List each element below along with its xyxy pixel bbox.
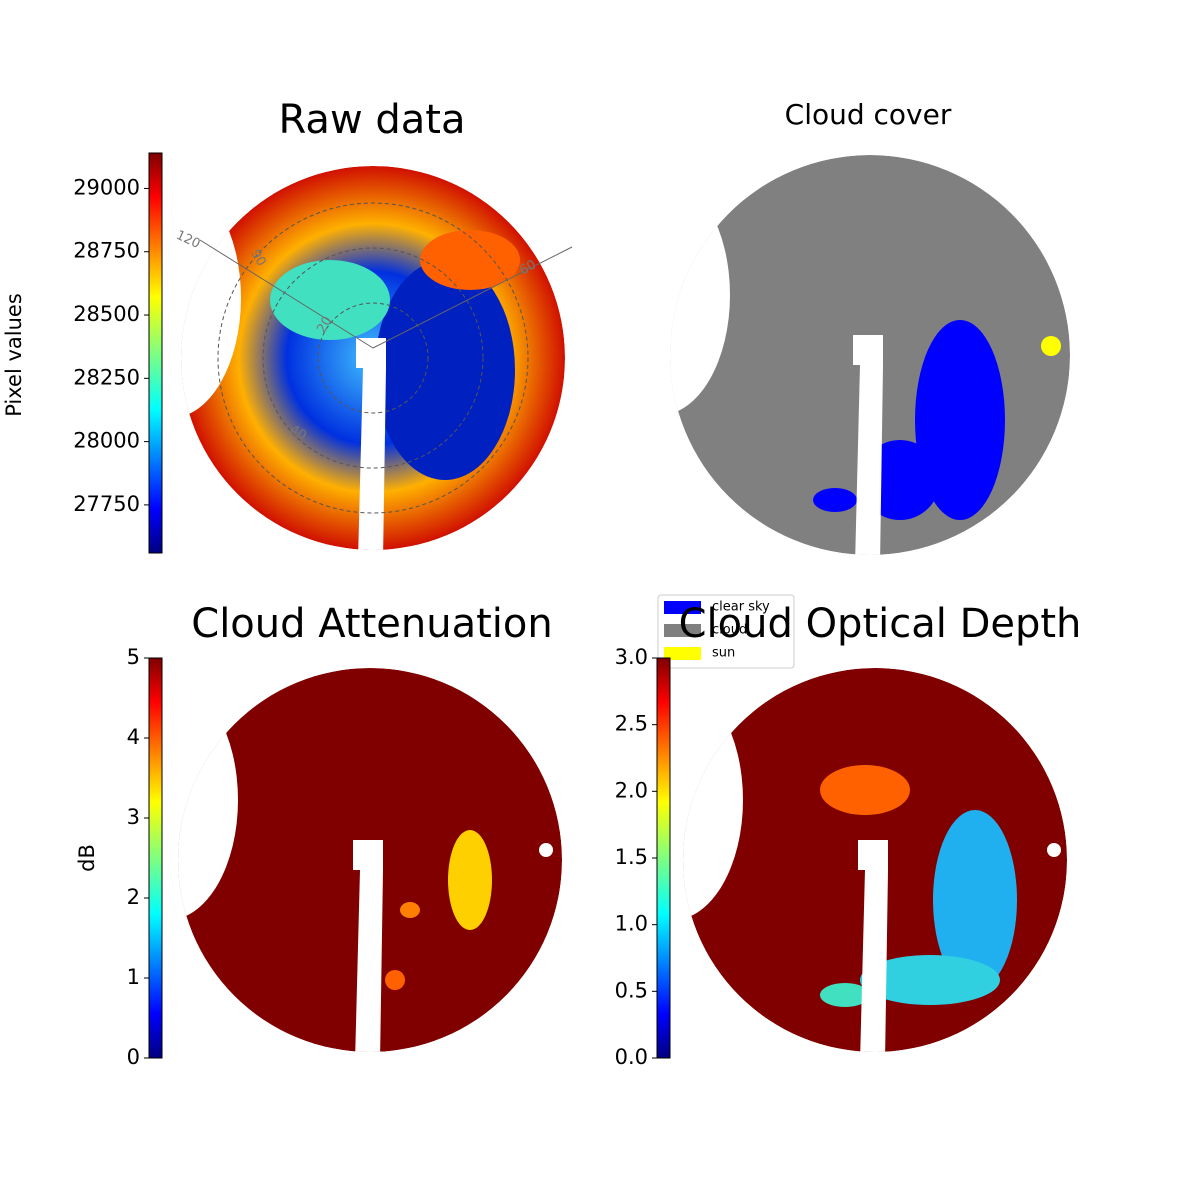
colorbar: [148, 657, 163, 1059]
panel: Raw data 120 90 60 20 40 27750 28000 28250 28500 2…: [2, 97, 573, 554]
colorbar-tick-label: 1: [127, 965, 140, 989]
sky-feature: [820, 765, 910, 815]
panel-title: Cloud Attenuation: [191, 601, 552, 647]
panel-title: Cloud Optical Depth: [679, 601, 1082, 647]
colorbar-tick-label: 29000: [73, 175, 140, 199]
mask-pole: [858, 840, 888, 1052]
panel: Cloud Attenuation 0 1 2 3 4 5 dB: [75, 601, 562, 1069]
panel: Cloud cover: [670, 98, 1070, 555]
colorbar-tick-label: 28000: [73, 429, 140, 453]
polar-spoke: [199, 239, 374, 349]
sky-image: [181, 166, 565, 550]
colorbar-tick-label: 0.0: [615, 1045, 648, 1069]
sky-feature: [385, 970, 405, 990]
colorbar-tick-label: 2.0: [615, 778, 648, 802]
polar-ring: [262, 247, 484, 469]
colorbar-tick-label: 27750: [73, 492, 140, 516]
colorbar-tick-label: 1.0: [615, 912, 648, 936]
panel: Cloud Optical Depth 0.0 0.5 1.0 1.5 2.0 2.5 3.0: [615, 601, 1082, 1069]
legend-swatch: [664, 624, 701, 637]
mask-notch: [670, 175, 730, 415]
legend-label: clear sky: [712, 600, 770, 615]
sun: [1041, 336, 1061, 356]
sky-image: [178, 668, 562, 1052]
colorbar-tick-label: 2: [127, 885, 140, 909]
sky-feature: [400, 902, 420, 918]
polar-ring: [217, 202, 529, 514]
colorbar-tick-label: 28250: [73, 365, 140, 389]
legend-label: sun: [712, 646, 735, 661]
colorbar-tick-label: 28750: [73, 239, 140, 263]
mask-notch: [178, 680, 238, 920]
legend-swatch: [664, 647, 701, 660]
legend-swatch: [664, 601, 701, 614]
colorbar: [656, 657, 671, 1059]
sky-image: [670, 155, 1070, 555]
colorbar-tick-label: 1.5: [615, 845, 648, 869]
polar-label: 120: [174, 228, 203, 252]
legend-label: cloud: [712, 623, 747, 638]
colorbar-tick-label: 3: [127, 805, 140, 829]
polar-label: 20: [314, 314, 335, 336]
polar-label: 40: [287, 422, 309, 443]
polar-ring: [317, 302, 429, 414]
sky-feature: [813, 488, 857, 512]
colorbar-tick-label: 28500: [73, 302, 140, 326]
sun: [539, 843, 553, 857]
mask-pole: [353, 840, 383, 1052]
polar-spoke: [372, 246, 573, 349]
colorbar-tick-label: 3.0: [615, 645, 648, 669]
polar-label: 90: [247, 247, 268, 269]
polar-label: 60: [517, 257, 539, 278]
sky-feature: [375, 260, 515, 480]
colorbar-tick-label: 0: [127, 1045, 140, 1069]
sky-feature: [448, 830, 492, 930]
sky-feature: [270, 260, 390, 340]
colorbar-tick-label: 2.5: [615, 712, 648, 736]
mask-pole: [853, 335, 883, 555]
colorbar-tick-label: 0.5: [615, 978, 648, 1002]
legend: clear sky cloud sun: [657, 594, 795, 669]
colorbar-label: Pixel values: [2, 293, 26, 417]
sky-feature: [860, 955, 1000, 1005]
mask-pole: [356, 338, 386, 550]
colorbar: [148, 152, 163, 554]
colorbar-tick-label: 5: [127, 645, 140, 669]
panel-title: Cloud cover: [785, 98, 952, 131]
colorbar-tick-label: 4: [127, 725, 140, 749]
panel-title: Raw data: [279, 97, 466, 143]
sky-feature: [933, 810, 1017, 990]
sky-feature: [820, 983, 870, 1007]
sky-image: [683, 668, 1067, 1052]
sun: [1047, 843, 1061, 857]
colorbar-label: dB: [75, 844, 99, 872]
